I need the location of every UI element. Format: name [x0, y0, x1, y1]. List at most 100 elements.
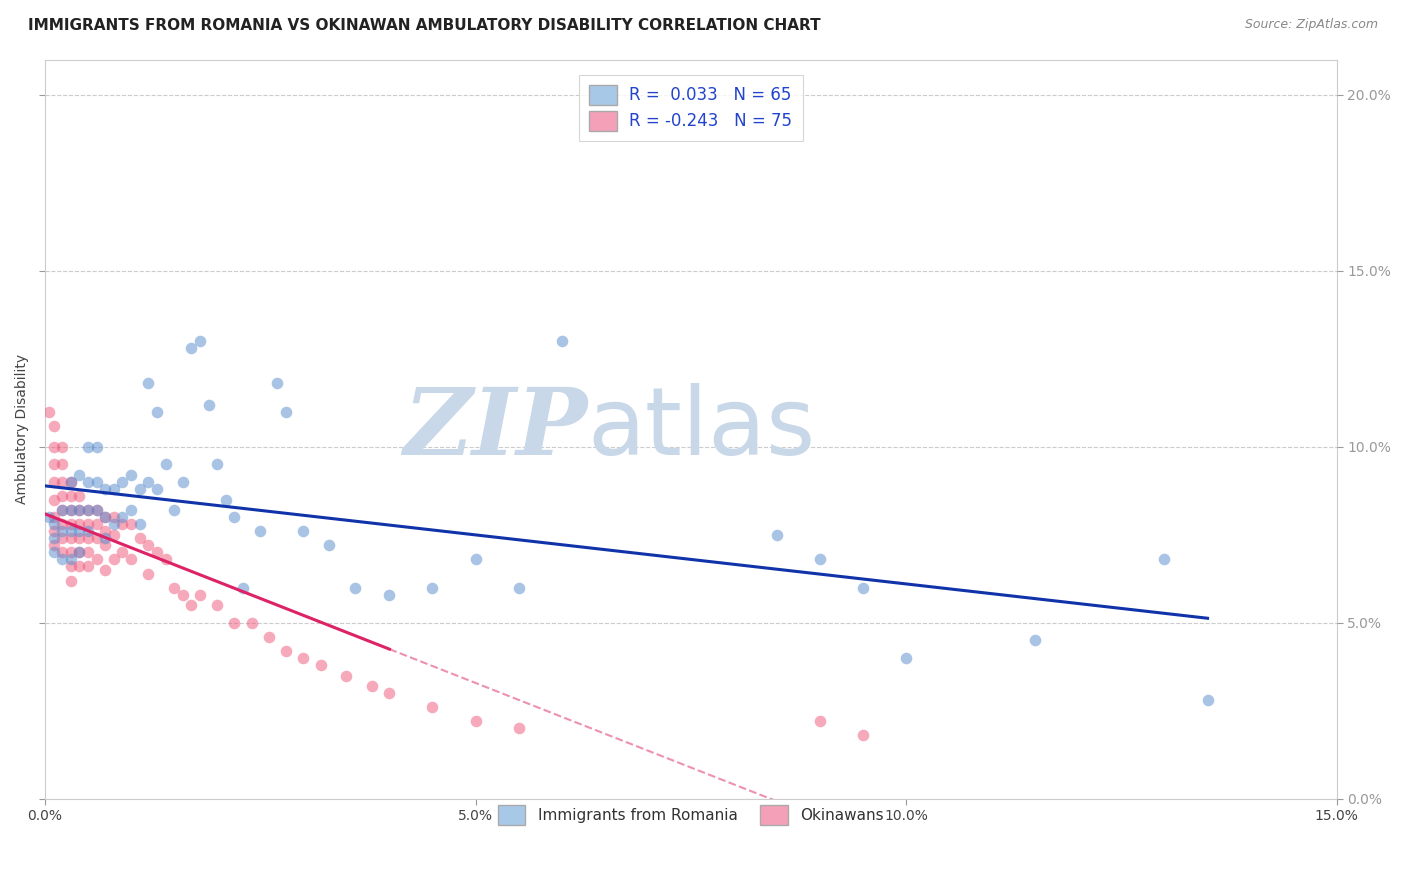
- Point: [103, 482, 125, 496]
- Point: [67, 467, 90, 482]
- Point: [292, 651, 315, 665]
- Point: [86, 503, 108, 517]
- Point: [852, 581, 875, 595]
- Point: [422, 700, 444, 714]
- Point: [335, 668, 357, 682]
- Point: [42, 475, 65, 489]
- Point: [464, 552, 486, 566]
- Point: [266, 376, 288, 391]
- Point: [51, 475, 73, 489]
- Point: [103, 552, 125, 566]
- Point: [136, 376, 159, 391]
- Point: [111, 475, 134, 489]
- Point: [59, 503, 82, 517]
- Point: [128, 482, 150, 496]
- Point: [94, 532, 117, 546]
- Point: [67, 545, 90, 559]
- Point: [111, 510, 134, 524]
- Point: [42, 458, 65, 472]
- Point: [67, 503, 90, 517]
- Point: [1197, 693, 1219, 707]
- Point: [808, 714, 831, 729]
- Point: [77, 440, 100, 454]
- Point: [136, 475, 159, 489]
- Point: [67, 524, 90, 539]
- Point: [77, 545, 100, 559]
- Point: [163, 503, 186, 517]
- Point: [146, 482, 169, 496]
- Point: [42, 492, 65, 507]
- Point: [274, 644, 297, 658]
- Point: [224, 615, 246, 630]
- Point: [77, 503, 100, 517]
- Point: [318, 538, 340, 552]
- Point: [146, 404, 169, 418]
- Point: [59, 517, 82, 532]
- Point: [38, 404, 60, 418]
- Point: [51, 517, 73, 532]
- Point: [59, 475, 82, 489]
- Point: [77, 475, 100, 489]
- Point: [120, 552, 142, 566]
- Point: [180, 341, 202, 355]
- Point: [205, 458, 228, 472]
- Point: [343, 581, 366, 595]
- Point: [94, 563, 117, 577]
- Point: [172, 588, 194, 602]
- Point: [42, 545, 65, 559]
- Point: [51, 524, 73, 539]
- Point: [361, 679, 384, 693]
- Point: [422, 581, 444, 595]
- Text: Source: ZipAtlas.com: Source: ZipAtlas.com: [1244, 18, 1378, 31]
- Point: [766, 528, 789, 542]
- Point: [77, 517, 100, 532]
- Point: [51, 532, 73, 546]
- Point: [292, 524, 315, 539]
- Point: [59, 475, 82, 489]
- Point: [188, 334, 211, 349]
- Point: [197, 398, 219, 412]
- Point: [94, 482, 117, 496]
- Legend: Immigrants from Romania, Okinawans: Immigrants from Romania, Okinawans: [488, 795, 894, 836]
- Point: [59, 503, 82, 517]
- Point: [51, 545, 73, 559]
- Point: [257, 630, 280, 644]
- Point: [155, 458, 177, 472]
- Point: [103, 517, 125, 532]
- Point: [136, 566, 159, 581]
- Point: [51, 552, 73, 566]
- Point: [508, 581, 530, 595]
- Point: [94, 510, 117, 524]
- Point: [59, 559, 82, 574]
- Point: [249, 524, 271, 539]
- Point: [232, 581, 254, 595]
- Point: [42, 440, 65, 454]
- Point: [86, 532, 108, 546]
- Point: [94, 538, 117, 552]
- Point: [67, 517, 90, 532]
- Point: [51, 503, 73, 517]
- Point: [1024, 633, 1046, 648]
- Point: [808, 552, 831, 566]
- Point: [128, 532, 150, 546]
- Point: [86, 440, 108, 454]
- Point: [59, 489, 82, 503]
- Point: [103, 528, 125, 542]
- Text: IMMIGRANTS FROM ROMANIA VS OKINAWAN AMBULATORY DISABILITY CORRELATION CHART: IMMIGRANTS FROM ROMANIA VS OKINAWAN AMBU…: [28, 18, 821, 33]
- Point: [42, 418, 65, 433]
- Text: ZIP: ZIP: [404, 384, 588, 475]
- Point: [111, 517, 134, 532]
- Point: [67, 489, 90, 503]
- Point: [852, 729, 875, 743]
- Point: [86, 503, 108, 517]
- Point: [42, 532, 65, 546]
- Point: [59, 545, 82, 559]
- Point: [67, 545, 90, 559]
- Point: [240, 615, 263, 630]
- Point: [224, 510, 246, 524]
- Point: [77, 524, 100, 539]
- Point: [550, 334, 572, 349]
- Point: [42, 510, 65, 524]
- Point: [51, 440, 73, 454]
- Point: [86, 552, 108, 566]
